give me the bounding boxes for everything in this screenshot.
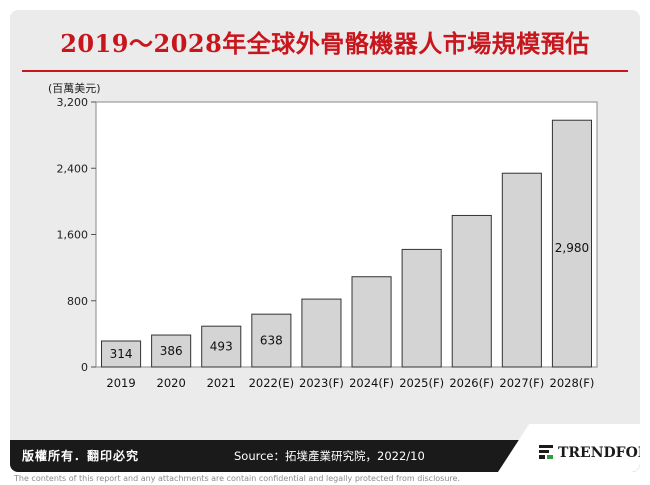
x-tick-label: 2020 [157,376,186,390]
bar-data-label: 493 [210,340,233,354]
bar [151,334,192,368]
y-tick-label: 800 [67,295,88,308]
bar-data-label: 386 [160,344,183,358]
bar [101,340,142,368]
x-tick-label: 2019 [106,376,135,390]
x-tick-label: 2022(E) [249,376,295,390]
y-tick-label: 1,600 [57,229,89,242]
bar-data-label: 638 [260,334,283,348]
footer-bar: 版權所有．翻印必究 Source：拓墣產業研究院，2022/10 TRENDFO… [10,424,640,472]
x-tick-label: 2024(F) [349,376,394,390]
y-tick-label: 2,400 [57,162,89,175]
slide-frame: 2019～2028年全球外骨骼機器人市場規模預估 (百萬美元) 0 800 1,600… [10,10,640,472]
bar [301,298,342,368]
bar [351,276,392,368]
bar-data-label: 314 [110,347,133,361]
disclaimer-text: The contents of this report and any atta… [14,474,460,483]
x-tick-label: 2028(F) [550,376,595,390]
bar-chart: (百萬美元) 0 800 1,600 2,400 3,200 314 2019 386 2020 4… [48,82,598,390]
copyright-notice: 版權所有．翻印必究 [22,449,140,463]
trendforce-logo-icon [539,445,553,459]
bar [551,119,592,368]
page-title: 2019～2028年全球外骨骼機器人市場規模預估 [60,29,590,58]
y-tick-label: 3,200 [57,96,89,109]
y-tick-label: 0 [81,361,88,374]
x-tick-label: 2021 [207,376,236,390]
bar [501,172,542,368]
bar [401,248,442,368]
x-tick-label: 2025(F) [399,376,444,390]
title-divider [22,70,628,72]
bar [251,313,292,368]
x-tick-label: 2023(F) [299,376,344,390]
x-tick-label: 2026(F) [449,376,494,390]
brand-name: TRENDFORCE [558,445,640,461]
bar-data-label: 2,980 [555,241,589,255]
x-tick-label: 2027(F) [499,376,544,390]
bar [451,214,492,368]
source-note: Source：拓墣產業研究院，2022/10 [234,449,425,463]
y-unit-label: (百萬美元) [48,82,101,95]
bar [201,325,242,368]
